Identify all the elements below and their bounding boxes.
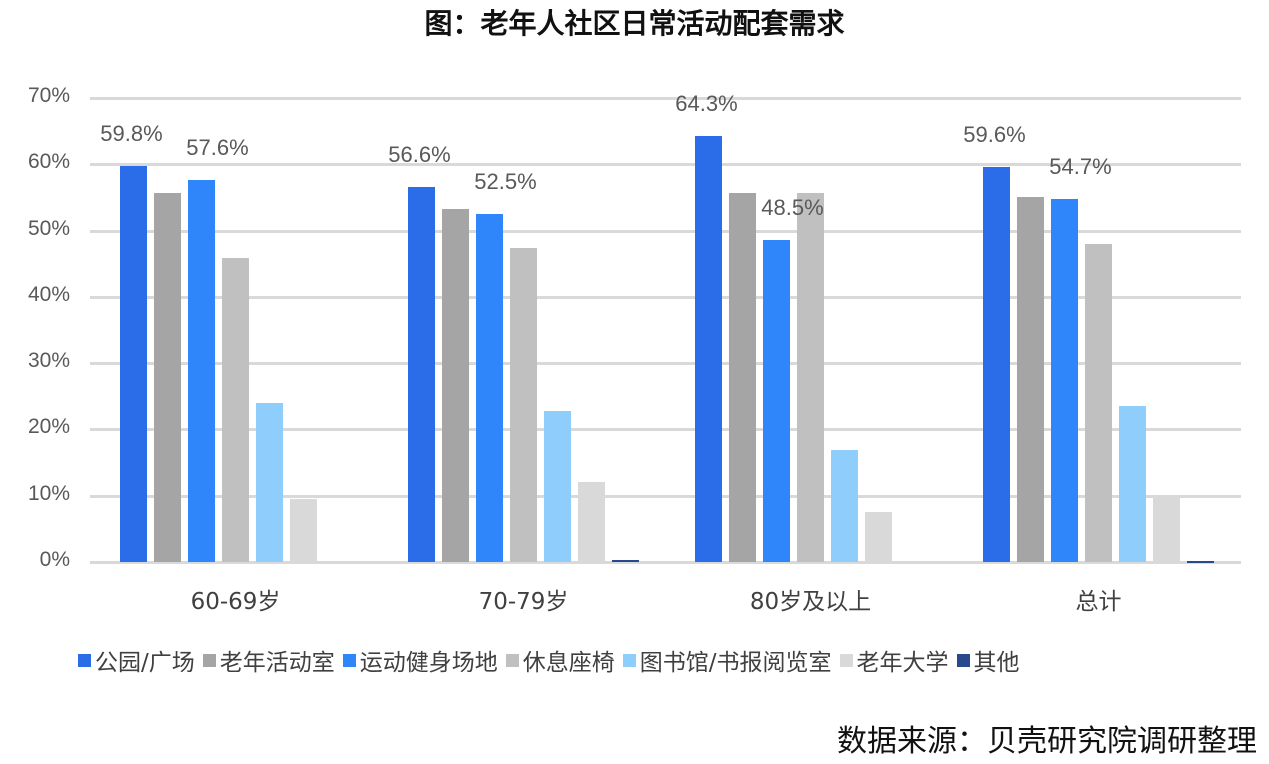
data-label: 56.6% <box>388 141 451 167</box>
gridline <box>90 561 1241 564</box>
y-tick-label: 40% <box>27 282 70 306</box>
data-label: 54.7% <box>1049 154 1112 180</box>
gridline <box>90 362 1241 366</box>
data-label: 64.3% <box>675 90 738 116</box>
bar <box>154 192 181 562</box>
gridline <box>90 494 1241 498</box>
legend-label: 老年活动室 <box>219 650 335 676</box>
bar <box>983 166 1010 562</box>
bar <box>408 186 435 562</box>
chart-title: 图：老年人社区日常活动配套需求 <box>424 7 845 40</box>
bar <box>612 560 639 562</box>
y-tick-label: 70% <box>27 83 70 107</box>
bar <box>544 411 571 562</box>
legend-swatch-icon <box>342 653 356 667</box>
bar <box>476 213 503 562</box>
data-label: 48.5% <box>761 195 824 221</box>
bar <box>256 402 283 562</box>
y-tick-label: 60% <box>27 150 70 174</box>
legend-swatch-icon <box>622 653 636 667</box>
bar <box>1085 244 1112 562</box>
bar <box>763 240 790 562</box>
bar <box>510 247 537 562</box>
bar <box>1051 199 1078 562</box>
legend: 公园/广场 老年活动室 运动健身场地 休息座椅 图书馆/书报阅览室 老年大学 其他 <box>78 643 1028 677</box>
legend-item: 其他 <box>956 643 1020 677</box>
bar <box>120 165 147 562</box>
bar <box>188 180 215 562</box>
bar <box>831 449 858 562</box>
gridline <box>90 295 1241 299</box>
legend-item: 老年活动室 <box>202 643 335 677</box>
gridline <box>90 96 1241 100</box>
bar <box>695 135 722 562</box>
legend-item: 老年大学 <box>839 643 949 677</box>
legend-swatch-icon <box>956 653 970 667</box>
legend-item: 图书馆/书报阅览室 <box>622 643 832 677</box>
legend-label: 图书馆/书报阅览室 <box>639 650 832 676</box>
x-tick-label: 60-69岁 <box>190 589 281 615</box>
legend-swatch-icon <box>202 653 216 667</box>
legend-swatch-icon <box>839 653 853 667</box>
legend-label: 休息座椅 <box>522 650 615 676</box>
data-label: 59.6% <box>963 121 1026 147</box>
bar <box>797 192 824 562</box>
data-label: 59.8% <box>100 120 163 146</box>
gridline <box>90 163 1241 167</box>
gridline <box>90 229 1241 233</box>
bar <box>1017 196 1044 562</box>
legend-label: 其他 <box>973 650 1020 676</box>
legend-swatch-icon <box>78 653 91 667</box>
x-tick-label: 70-79岁 <box>478 589 569 615</box>
legend-label: 运动健身场地 <box>359 650 498 676</box>
bar <box>729 192 756 562</box>
y-tick-label: 20% <box>27 415 70 439</box>
data-label: 57.6% <box>186 135 249 161</box>
x-tick-label: 80岁及以上 <box>749 589 872 615</box>
bar <box>222 257 249 562</box>
y-tick-label: 10% <box>27 481 70 505</box>
bar <box>865 511 892 562</box>
bar <box>442 208 469 562</box>
bar <box>578 482 605 562</box>
legend-item: 休息座椅 <box>505 643 615 677</box>
y-tick-label: 30% <box>27 349 70 373</box>
bar <box>1187 560 1214 563</box>
legend-item: 公园/广场 <box>78 643 195 677</box>
bar <box>290 499 317 562</box>
legend-swatch-icon <box>505 653 519 667</box>
gridline <box>90 428 1241 432</box>
legend-item: 运动健身场地 <box>342 643 498 677</box>
y-tick-label: 50% <box>27 216 70 240</box>
legend-label: 老年大学 <box>856 650 949 676</box>
x-tick-label: 总计 <box>1075 589 1122 615</box>
y-tick-label: 0% <box>39 548 70 571</box>
data-source-note: 数据来源：贝壳研究院调研整理 <box>837 724 1257 759</box>
data-label: 52.5% <box>474 168 537 194</box>
legend-label: 公园/广场 <box>95 650 195 676</box>
bar <box>1119 406 1146 562</box>
bar <box>1153 495 1180 562</box>
